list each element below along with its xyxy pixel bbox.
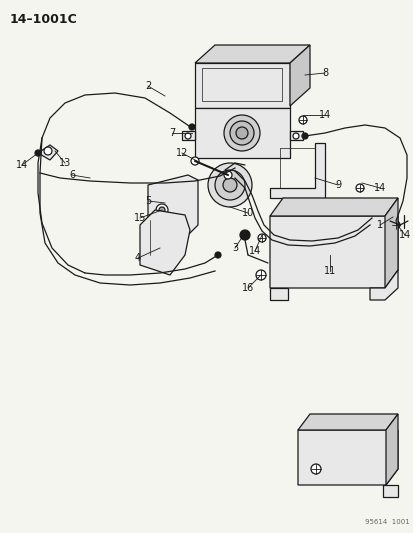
Text: 14: 14 xyxy=(248,246,261,256)
Circle shape xyxy=(292,133,298,139)
Text: 7: 7 xyxy=(169,128,175,138)
Circle shape xyxy=(156,204,168,216)
Circle shape xyxy=(240,230,249,240)
Text: 9: 9 xyxy=(334,180,340,190)
Bar xyxy=(382,485,397,497)
Circle shape xyxy=(35,150,41,156)
Circle shape xyxy=(389,216,395,222)
Polygon shape xyxy=(38,145,58,160)
Circle shape xyxy=(235,127,247,139)
Polygon shape xyxy=(269,143,324,198)
Circle shape xyxy=(214,252,221,258)
Circle shape xyxy=(189,124,195,130)
Text: 8: 8 xyxy=(321,68,327,78)
Text: 14: 14 xyxy=(318,110,330,120)
Text: 13: 13 xyxy=(59,158,71,168)
Text: 15: 15 xyxy=(133,213,146,223)
Text: 4: 4 xyxy=(135,253,141,263)
Bar xyxy=(269,288,287,300)
Text: 12: 12 xyxy=(176,148,188,158)
Bar xyxy=(202,68,281,101)
Circle shape xyxy=(223,178,236,192)
Circle shape xyxy=(301,133,307,139)
Text: 5: 5 xyxy=(145,196,151,206)
Polygon shape xyxy=(369,270,397,300)
Polygon shape xyxy=(147,175,197,235)
Circle shape xyxy=(185,133,190,139)
Circle shape xyxy=(190,157,199,165)
Polygon shape xyxy=(297,430,397,485)
Text: 14–1001C: 14–1001C xyxy=(10,13,78,26)
Circle shape xyxy=(391,221,399,229)
Circle shape xyxy=(214,170,244,200)
Circle shape xyxy=(223,115,259,151)
Polygon shape xyxy=(289,45,309,106)
Polygon shape xyxy=(385,414,397,485)
Circle shape xyxy=(298,116,306,124)
Circle shape xyxy=(223,171,231,179)
Text: 14: 14 xyxy=(16,160,28,170)
Polygon shape xyxy=(384,198,397,288)
Polygon shape xyxy=(269,198,397,216)
Circle shape xyxy=(207,163,252,207)
Circle shape xyxy=(310,464,320,474)
Text: 95614  1001: 95614 1001 xyxy=(364,519,409,525)
Text: 10: 10 xyxy=(241,208,254,218)
Circle shape xyxy=(257,234,266,242)
Polygon shape xyxy=(269,216,397,288)
Circle shape xyxy=(355,184,363,192)
Bar xyxy=(182,131,195,140)
Bar xyxy=(289,131,302,140)
Text: 6: 6 xyxy=(69,170,75,180)
Text: 14: 14 xyxy=(373,183,385,193)
Polygon shape xyxy=(140,210,190,275)
Circle shape xyxy=(255,270,266,280)
Text: 11: 11 xyxy=(323,266,335,276)
Text: 14: 14 xyxy=(398,230,410,240)
Text: 3: 3 xyxy=(231,243,237,253)
Text: 16: 16 xyxy=(241,283,254,293)
Bar xyxy=(195,63,289,108)
Circle shape xyxy=(159,207,165,213)
Polygon shape xyxy=(297,414,397,430)
Circle shape xyxy=(230,121,254,145)
Text: 1: 1 xyxy=(376,220,382,230)
Text: 2: 2 xyxy=(145,81,151,91)
Polygon shape xyxy=(195,45,309,63)
Circle shape xyxy=(44,147,52,155)
Bar xyxy=(195,108,289,158)
